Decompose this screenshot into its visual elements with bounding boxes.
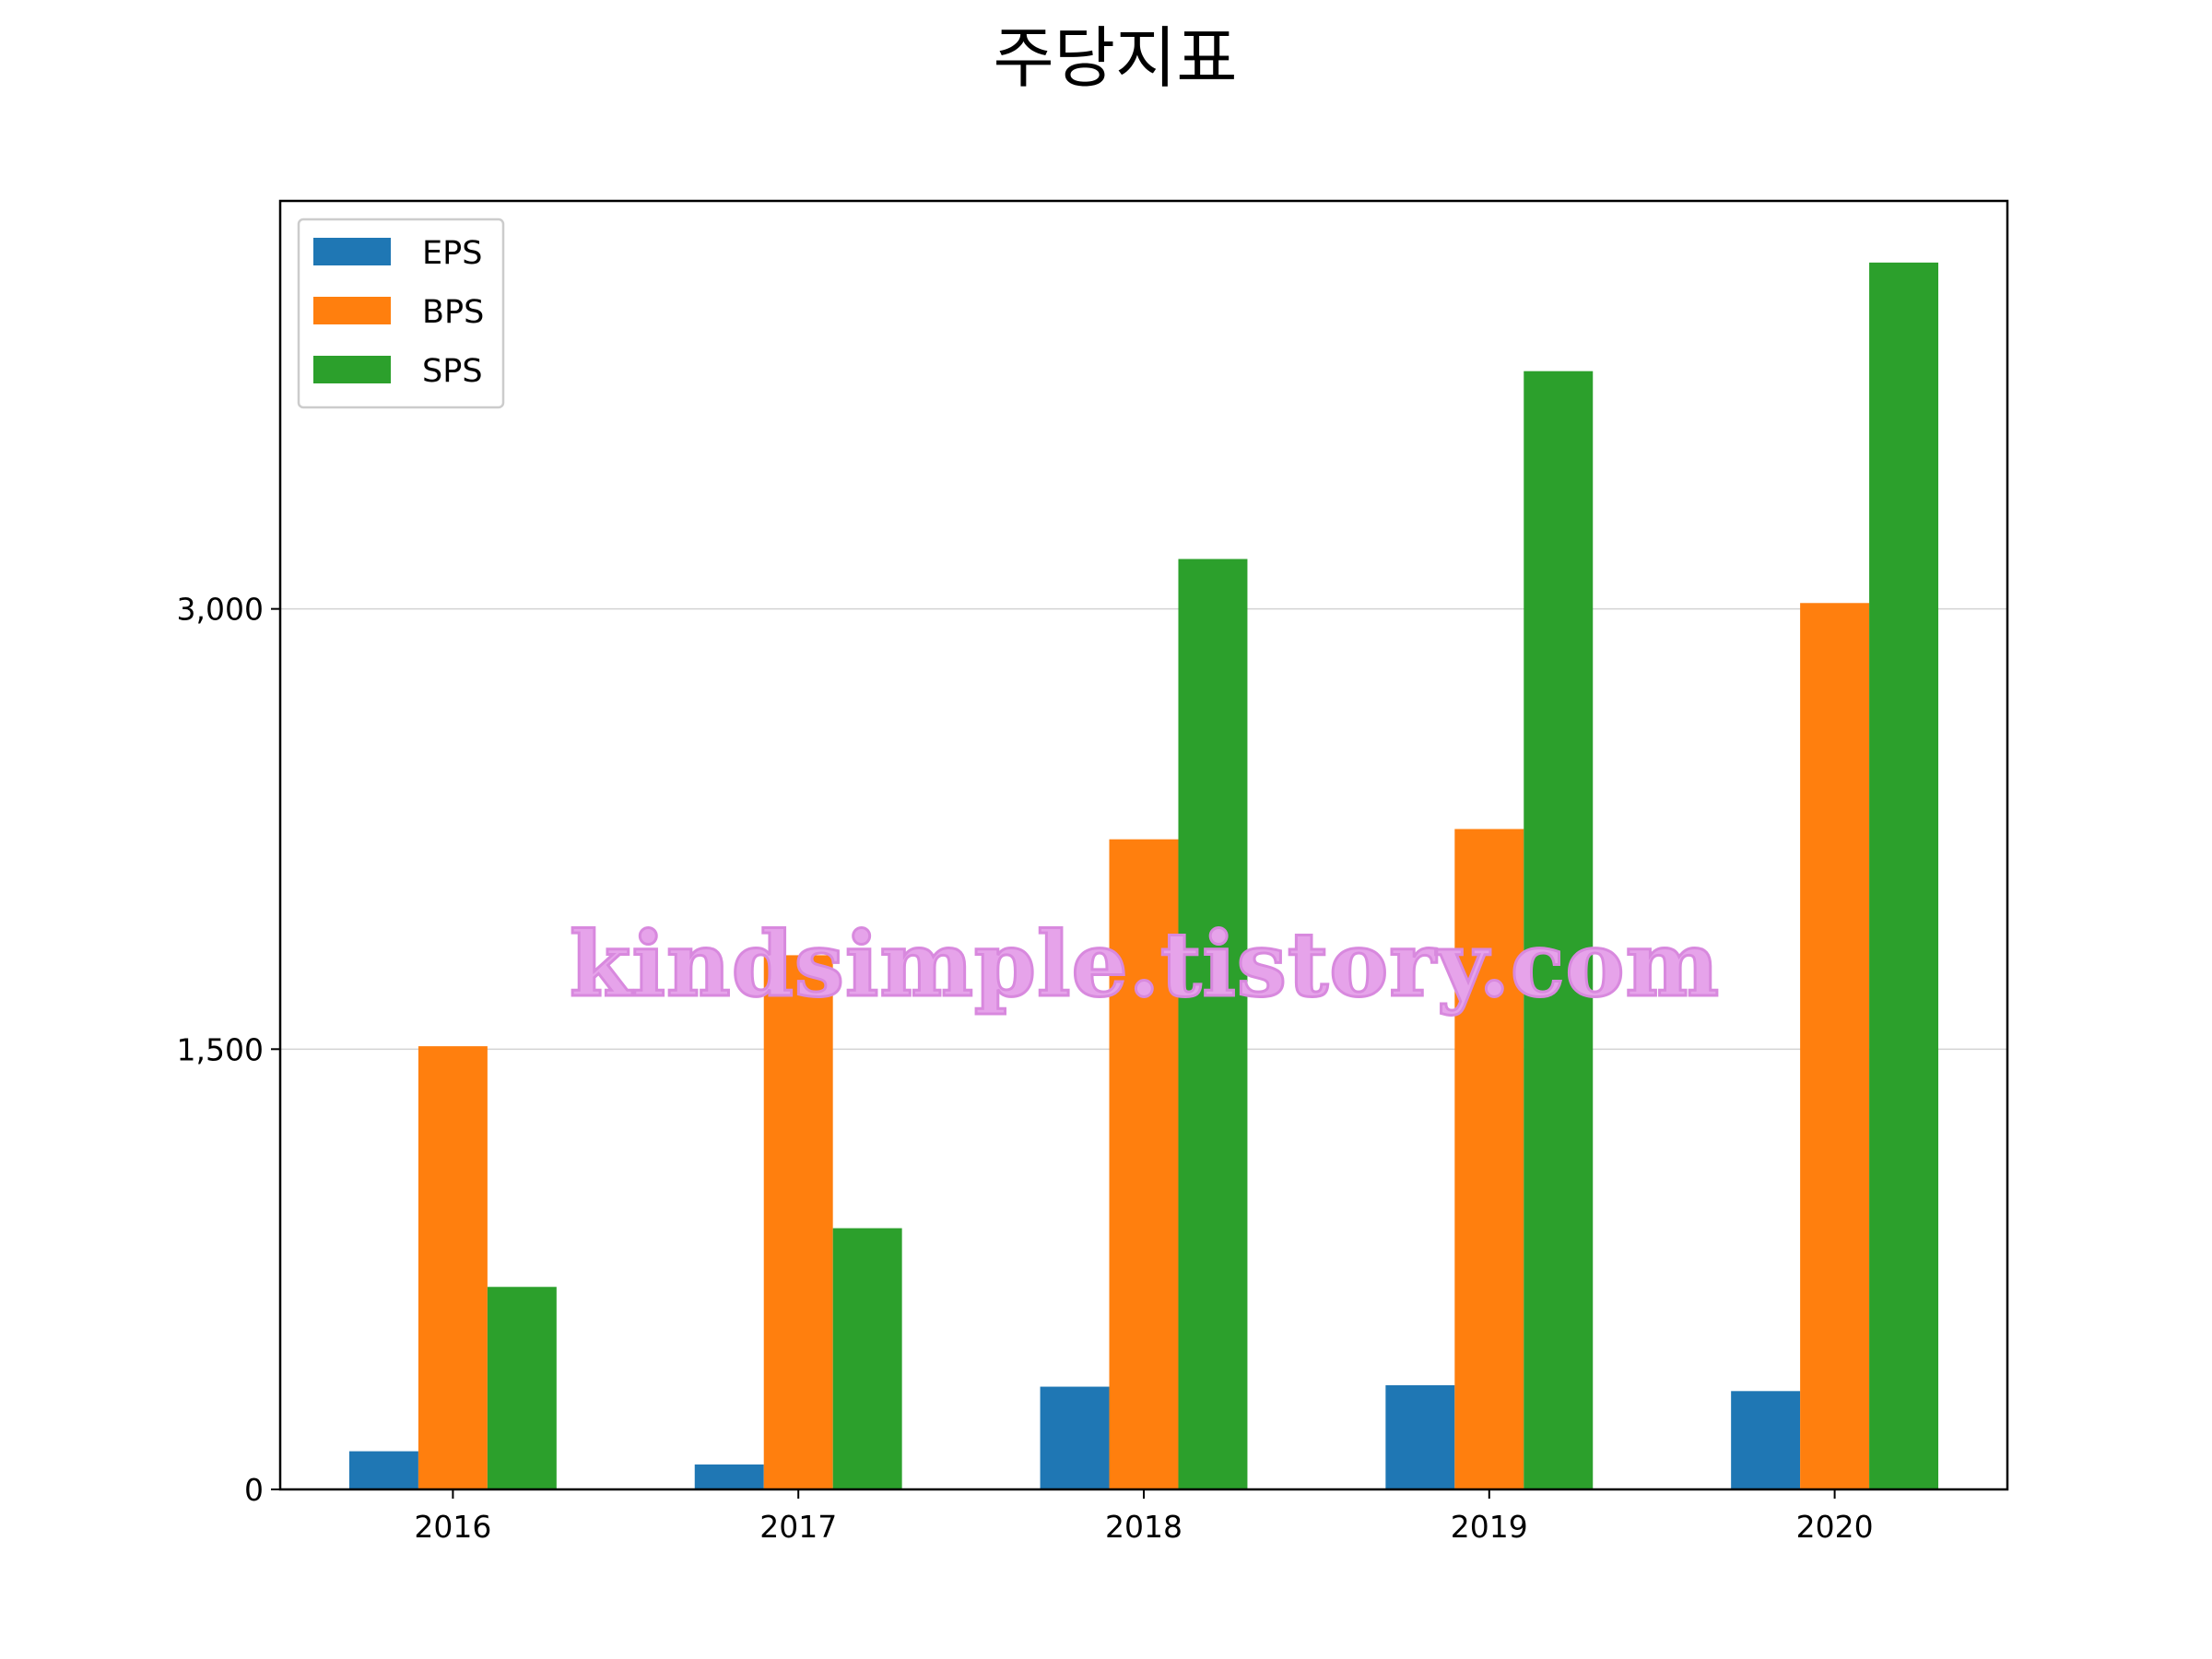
bar-eps-2020 [1731, 1391, 1801, 1489]
bar-bps-2019 [1454, 829, 1524, 1489]
bar-sps-2019 [1524, 371, 1594, 1489]
legend-swatch-eps [313, 238, 391, 265]
bars-group [348, 262, 1939, 1489]
y-tick-label: 3,000 [177, 592, 264, 628]
bar-bps-2018 [1109, 839, 1179, 1489]
x-tick-label: 2016 [414, 1509, 491, 1545]
y-axis: 0 1,500 3,000 [177, 592, 280, 1508]
legend-label-bps: BPS [422, 294, 484, 331]
legend: EPS BPS SPS [297, 218, 505, 409]
bar-bps-2016 [418, 1046, 488, 1489]
bar-sps-2017 [832, 1228, 902, 1489]
bar-eps-2018 [1040, 1386, 1110, 1489]
x-axis: 2016 2017 2018 2019 2020 [414, 1489, 1874, 1545]
bar-eps-2016 [348, 1451, 418, 1489]
bar-eps-2019 [1385, 1384, 1455, 1489]
bar-bps-2017 [763, 955, 833, 1489]
x-tick-label: 2019 [1451, 1509, 1528, 1545]
bar-sps-2018 [1178, 559, 1248, 1489]
x-tick-label: 2020 [1796, 1509, 1874, 1545]
y-tick-label: 0 [244, 1472, 264, 1508]
x-tick-label: 2018 [1105, 1509, 1182, 1545]
legend-label-sps: SPS [422, 353, 483, 390]
chart-title: 주당지표 [994, 19, 1238, 97]
bar-bps-2020 [1800, 603, 1870, 1489]
bar-sps-2020 [1869, 262, 1939, 1489]
y-tick-label: 1,500 [177, 1031, 264, 1067]
bar-sps-2016 [487, 1287, 557, 1489]
legend-label-eps: EPS [422, 235, 482, 272]
x-tick-label: 2017 [759, 1509, 837, 1545]
bar-eps-2017 [694, 1464, 764, 1489]
legend-swatch-sps [313, 356, 391, 383]
watermark-text: kindsimple.tistory.com [570, 912, 1720, 1017]
legend-swatch-bps [313, 297, 391, 324]
